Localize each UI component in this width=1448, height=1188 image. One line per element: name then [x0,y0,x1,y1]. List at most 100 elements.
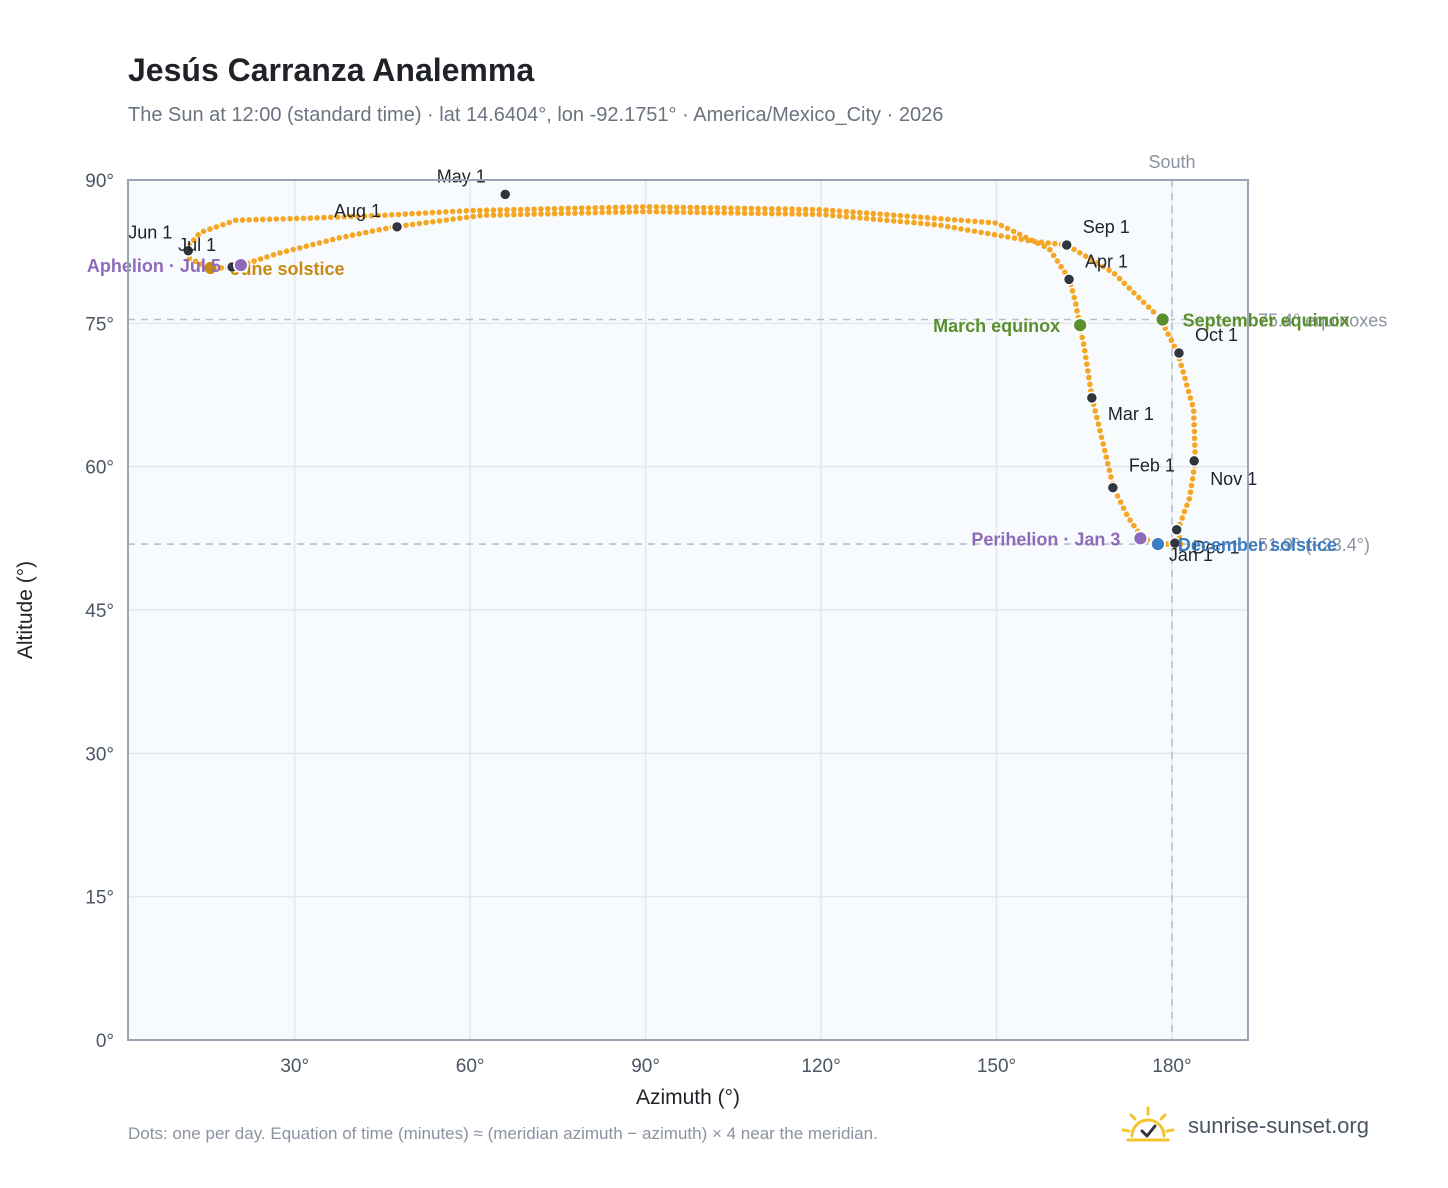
day-dot [1071,246,1077,253]
day-dot [456,208,463,214]
day-dot [1189,401,1196,408]
y-tick-label: 30° [85,744,114,765]
chart-footnote: Dots: one per day. Equation of time (min… [128,1124,878,1143]
day-dot [361,213,368,219]
day-dot [195,232,201,238]
day-dot [782,211,789,217]
day-dot [257,256,264,262]
month-marker [181,244,195,257]
month-marker [498,188,512,201]
day-dot [660,204,666,210]
day-dot [612,209,619,215]
day-dot [1111,271,1118,277]
day-dot [1016,231,1023,238]
day-dot [334,214,341,220]
day-dot [1191,415,1197,421]
day-dot [830,212,836,219]
day-dot [1082,253,1089,259]
day-dot [714,205,721,211]
day-dot [1181,508,1188,515]
brand-logo[interactable]: sunrise-sunset.org [1120,1104,1369,1148]
day-dot [640,208,646,215]
day-dot [945,216,951,223]
y-tick-label: 75° [85,314,114,335]
day-dot [917,214,924,220]
day-dot [938,222,944,229]
event-marker [1072,317,1089,334]
day-dot [1074,308,1080,314]
day-dot [1073,301,1079,307]
day-dot [449,208,456,215]
day-dot [283,248,290,254]
day-dot [1187,489,1194,496]
day-dot [1131,522,1137,529]
day-dot [517,206,524,213]
day-dot [422,210,429,216]
day-dot [1186,496,1193,502]
day-dot [538,206,544,212]
day-dot [836,213,843,219]
day-dot [1164,541,1170,547]
day-dot [1100,263,1106,270]
day-dot [290,246,297,253]
month-label: Jun 1 [128,223,172,243]
day-dot [755,205,761,212]
day-dot [653,208,660,215]
day-dot [1123,511,1130,518]
day-dot [1071,294,1078,301]
day-dot [965,218,971,224]
day-dot [1045,240,1051,246]
day-dot [416,220,423,227]
day-dot [619,209,626,215]
month-marker [390,220,404,234]
month-marker [1172,346,1186,360]
day-dot [633,204,639,210]
day-dot [857,215,863,221]
day-dot [674,209,680,215]
day-dot [1018,236,1024,243]
day-dot [213,224,220,230]
day-dot [782,206,789,212]
day-dot [544,206,551,212]
day-dot [457,215,463,221]
day-dot [850,214,856,221]
day-dot [1108,474,1114,480]
day-dot [870,210,877,217]
day-dot [1185,388,1192,395]
day-dot [775,206,782,212]
day-dot [1094,260,1101,266]
day-dot [991,231,998,238]
day-dot [191,237,197,243]
day-dot [1041,243,1047,250]
day-dot [253,216,259,223]
day-dot [1092,408,1098,414]
month-label: Sep 1 [1083,217,1130,237]
month-label: Aug 1 [334,201,381,221]
day-dot [355,213,361,220]
day-dot [1054,258,1061,264]
day-dot [470,213,477,220]
x-tick-label: 60° [456,1056,485,1077]
axis-ticks: 30° 60° 90° 120° 150° 180° 0° 15° 30° 45° 60° 75° 90… [85,171,1191,1077]
day-dot [884,211,890,218]
event-marker [202,260,219,276]
day-dot [538,211,544,217]
day-dot [701,209,707,216]
day-dot [924,221,931,227]
day-dot [1189,476,1196,482]
event-label: September equinox [1183,311,1350,331]
day-dot [1010,228,1017,235]
day-dot [741,205,748,212]
day-dot [870,216,877,222]
day-dot [1168,337,1175,344]
day-dot [1103,454,1110,460]
day-dot [823,207,829,213]
day-dot [504,207,510,213]
month-marker [1170,523,1183,536]
day-dot [1095,421,1102,427]
day-dot [1105,460,1111,467]
day-dot [1178,362,1185,369]
day-dot [266,216,273,222]
month-marker [1168,536,1182,550]
day-dot [1192,442,1198,448]
